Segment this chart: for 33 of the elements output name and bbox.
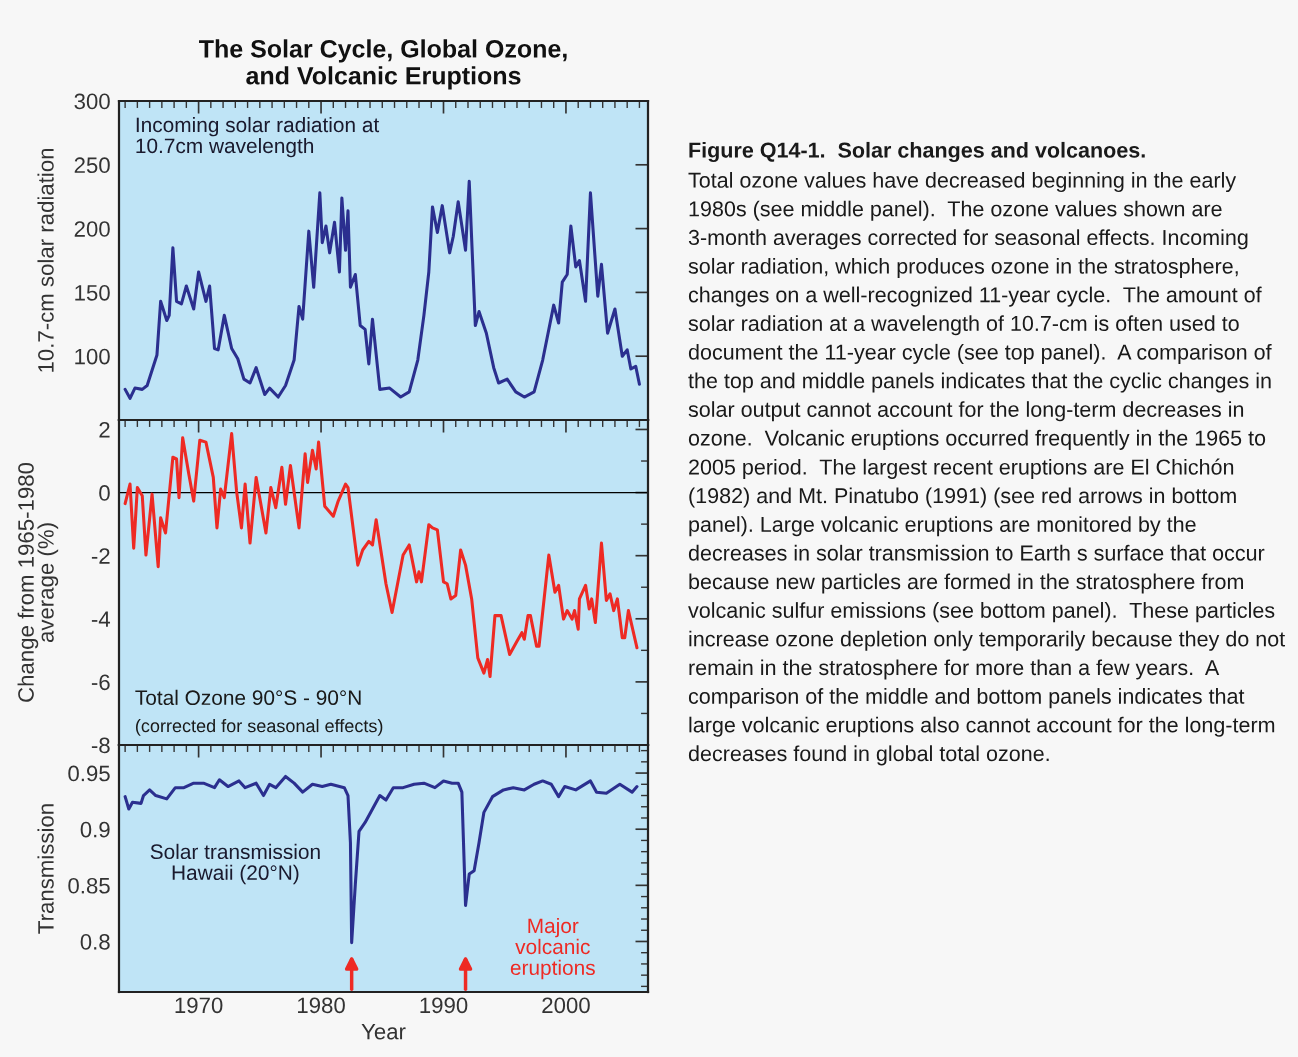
y-tick-label: 250 [74,157,110,174]
chart-title: The Solar Cycle, Global Ozone, and Volcanic Eruptions [199,39,567,90]
annotation: (corrected for seasonal effects) [135,719,383,736]
y-tick-label: 100 [75,348,110,365]
y-tick-label: 150 [75,284,110,301]
x-tick-label: 1980 [298,997,345,1014]
y-axis-title: Change from 1965-1980 average (%) [17,462,59,702]
y-tick-label: 0.8 [80,934,110,950]
line-series [123,179,641,400]
y-axis-title: Transmission [37,804,54,934]
line-series [123,432,639,679]
annotation: Major volcanic eruptions [510,917,595,980]
y-tick-label: 200 [74,221,110,237]
y-tick-label: 0.85 [68,877,110,894]
y-tick-label: 2 [99,422,110,438]
x-tick-label: 1970 [175,997,223,1014]
x-tick-label: 1990 [420,997,468,1014]
text: Figure Q14-1. Solar changes and volcanoes. [689,141,1145,163]
text: Total ozone values have decreased beginning in the early 1980s (see middle panel). The ozone values shown are 3-month averages corrected for seasonal effects. Incoming solar radiation, which produces ozone in the stratosphere, changes on a well-recognized 11-year cycle. The amount of solar radiation at a wavelength of 10.7-cm is often used to document the 11-year cycle (see top panel). A comparison of the top and middle panels indicates that the cyclic changes in solar output cannot account for the long-term decreases in ozone. Volcanic eruptions occurred frequently in the 1965 to 2005 period. The largest recent eruptions are El Chichón (1982) and Mt. Pinatubo (1991) (see red arrows in bottom panel). Large volcanic eruptions are monitored by the decreases in solar transmission to Earth s surface that occur because new particles are formed in the stratosphere from volcanic sulfur emissions (see bottom panel). These particles increase ozone depletion only temporarily because they do not remain in the stratosphere for more than a few years. A comparison of the middle and bottom panels indicates that large volcanic eruptions also cannot account for the long-term decreases found in global total ozone. [688,172,1286,766]
y-axis-title: 10.7-cm solar radiation [37,148,54,372]
y-tick-label: 0.9 [80,821,110,838]
y-tick-label: -4 [91,611,111,627]
annotation: Total Ozone 90°S - 90°N [135,689,361,706]
y-tick-label: -6 [91,674,110,691]
y-tick-label: 0 [99,485,110,501]
y-tick-label: 300 [74,93,110,110]
annotation: Solar transmission Hawaii (20°N) [150,843,320,885]
y-tick-label: 0.95 [68,765,110,782]
y-tick-label: -8 [91,737,110,754]
x-axis-title: Year [361,1023,406,1040]
y-tick-label: -2 [91,548,110,564]
annotation: Incoming solar radiation at 10.7cm wavelength [136,116,380,158]
x-tick-label: 2000 [542,997,590,1014]
